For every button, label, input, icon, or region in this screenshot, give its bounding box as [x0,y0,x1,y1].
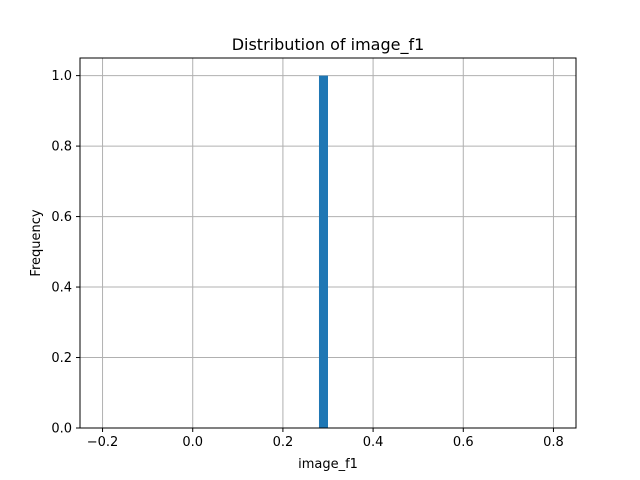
x-axis-title: image_f1 [298,457,358,472]
x-tick-label: 0.8 [543,435,564,450]
histogram-bar [318,75,328,428]
y-tick-label: 0.0 [51,422,72,437]
bars [318,75,328,428]
x-axis-ticks: −0.2 0.0 0.2 0.4 0.6 0.8 [87,428,564,450]
x-tick-label: −0.2 [87,435,119,450]
plot-frame [79,57,577,429]
y-tick-label: 0.2 [51,351,72,366]
y-tick-label: 0.4 [51,281,72,296]
y-tick-label: 0.6 [51,210,72,225]
y-axis-ticks: 0.0 0.2 0.4 0.6 0.8 1.0 [51,69,80,437]
y-tick-label: 0.8 [51,140,72,155]
x-tick-label: 0.0 [182,435,203,450]
x-tick-label: 0.2 [273,435,294,450]
chart-title: Distribution of image_f1 [232,35,425,55]
axes [79,57,577,429]
x-tick-label: 0.6 [453,435,474,450]
y-tick-label: 1.0 [51,69,72,84]
x-tick-label: 0.4 [363,435,384,450]
y-axis-title: Frequency [29,209,44,276]
